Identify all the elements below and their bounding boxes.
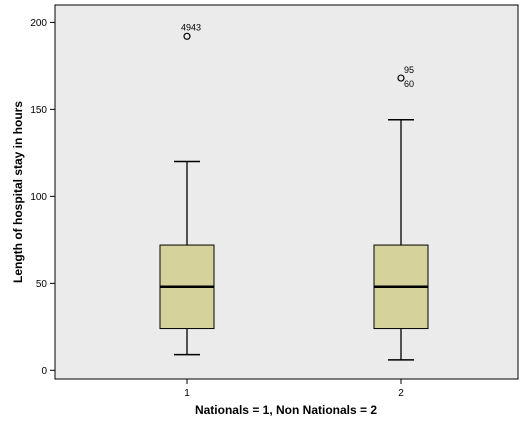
x-axis-title: Nationals = 1, Non Nationals = 2 (195, 403, 377, 417)
y-tick-label: 100 (30, 192, 47, 203)
y-axis: 0 50 100 150 200 (30, 18, 55, 377)
outlier-point (397, 74, 405, 82)
x-tick-label: 1 (184, 388, 190, 399)
y-tick-label: 0 (41, 366, 47, 377)
y-tick-label: 50 (36, 279, 48, 290)
x-tick-label: 2 (398, 388, 404, 399)
outlier-label: 4943 (181, 22, 201, 32)
outlier-label: 60 (404, 79, 414, 89)
outlier-label: 95 (404, 65, 414, 75)
y-axis-title: Length of hospital stay in hours (11, 101, 25, 283)
plot-area (54, 4, 519, 380)
y-tick-label: 150 (30, 105, 47, 116)
box-group: 4943 (159, 22, 215, 356)
outlier-point (183, 32, 191, 40)
y-tick-label: 200 (30, 18, 47, 29)
